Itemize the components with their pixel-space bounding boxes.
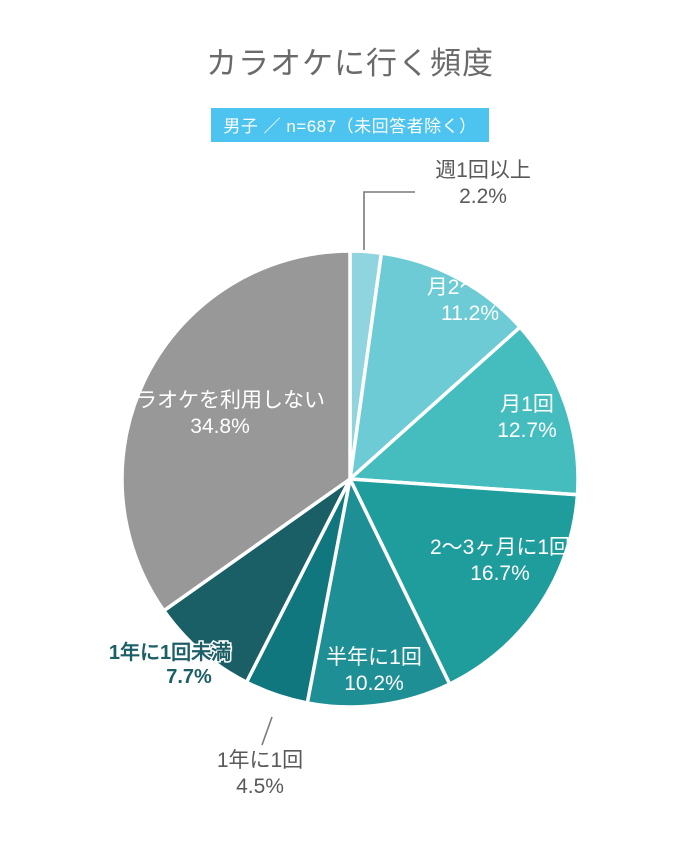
pie-leader-lines-group <box>261 191 415 746</box>
pie-slice[interactable] <box>347 477 580 687</box>
leader-line <box>363 191 415 250</box>
pie-slice[interactable] <box>345 324 580 497</box>
page-title: カラオケに行く頻度 <box>206 46 494 81</box>
pie-slice[interactable] <box>305 473 452 709</box>
status-badge: 男子 ／ n=687（未回答者除く） <box>211 108 489 142</box>
subtitle-container: 男子 ／ n=687（未回答者除く） <box>0 108 700 142</box>
pie-slices-group <box>120 249 580 709</box>
pie-slice[interactable] <box>347 251 523 484</box>
pie-slice[interactable] <box>161 477 352 685</box>
pie-slice[interactable] <box>120 249 352 614</box>
leader-line <box>261 716 273 746</box>
